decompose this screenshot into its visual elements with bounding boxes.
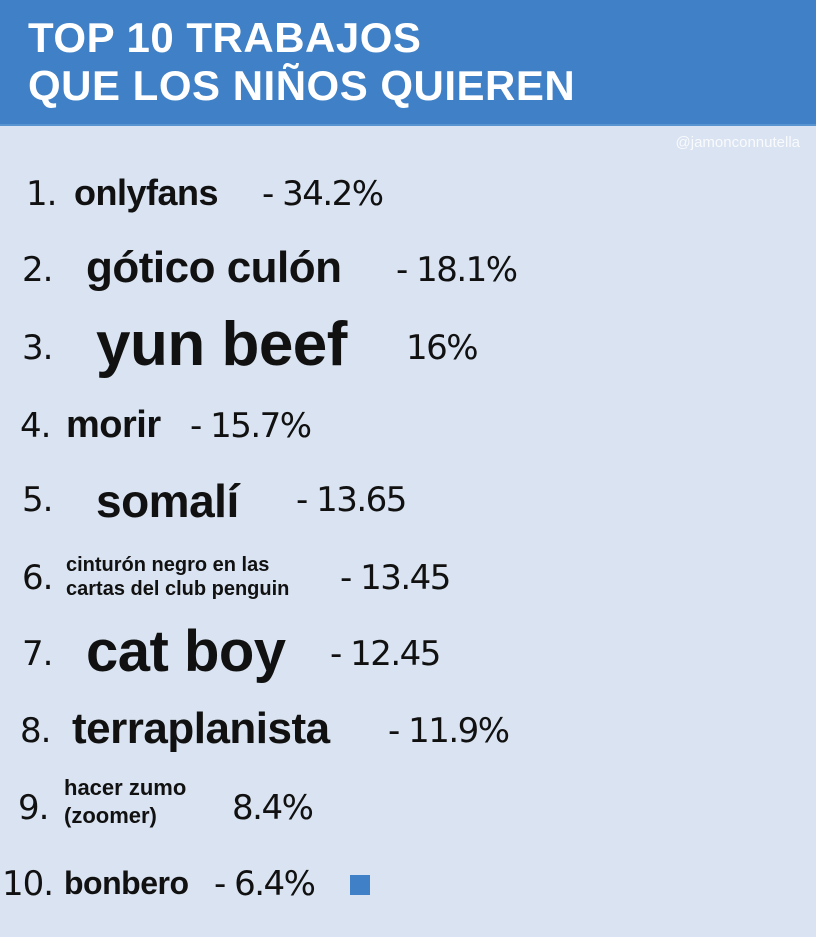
watermark: @jamonconnutella xyxy=(675,134,800,151)
item-job: bonbero xyxy=(64,865,189,901)
item-value: - 12.45 xyxy=(330,634,441,674)
item-job: morir xyxy=(66,404,161,446)
item-value: - 6.4% xyxy=(214,864,316,904)
item-rank: 9. xyxy=(18,788,49,828)
item-value: - 34.2% xyxy=(262,174,384,214)
item-job: cat boy xyxy=(86,619,286,684)
item-rank: 6. xyxy=(22,558,53,598)
item-job: hacer zumo (zoomer) xyxy=(64,774,186,830)
item-job-line-1: cinturón negro en las xyxy=(66,554,270,576)
item-rank: 2. xyxy=(22,250,53,290)
header-banner: TOP 10 TRABAJOS QUE LOS NIÑOS QUIEREN xyxy=(0,0,816,126)
item-value: 8.4% xyxy=(232,788,314,828)
item-job-line-1: hacer zumo xyxy=(64,775,187,800)
item-job-line-2: (zoomer) xyxy=(64,803,157,828)
item-rank: 4. xyxy=(20,406,51,446)
item-job: somalí xyxy=(96,475,239,527)
item-value: - 18.1% xyxy=(396,250,518,290)
item-job: gótico culón xyxy=(86,243,342,292)
item-value: - 15.7% xyxy=(190,406,312,446)
item-value: 16% xyxy=(406,328,479,368)
item-value: - 11.9% xyxy=(388,711,510,751)
item-value: - 13.65 xyxy=(296,480,407,520)
page-title: TOP 10 TRABAJOS QUE LOS NIÑOS QUIEREN xyxy=(28,14,575,110)
item-job: onlyfans xyxy=(74,172,219,213)
item-rank: 1. xyxy=(26,174,57,214)
item-rank: 8. xyxy=(20,711,51,751)
item-job: cinturón negro en las cartas del club pe… xyxy=(66,553,289,601)
item-rank: 5. xyxy=(22,480,53,520)
item-rank: 7. xyxy=(22,634,53,674)
item-rank: 3. xyxy=(22,328,53,368)
item-rank: 10. xyxy=(2,864,54,904)
item-job: yun beef xyxy=(96,310,347,379)
title-line-1: TOP 10 TRABAJOS xyxy=(28,14,422,61)
item-job: terraplanista xyxy=(72,704,330,753)
blue-square-marker xyxy=(350,875,370,895)
item-job-line-2: cartas del club penguin xyxy=(66,578,290,600)
title-line-2: QUE LOS NIÑOS QUIEREN xyxy=(28,62,576,109)
item-value: - 13.45 xyxy=(340,558,451,598)
